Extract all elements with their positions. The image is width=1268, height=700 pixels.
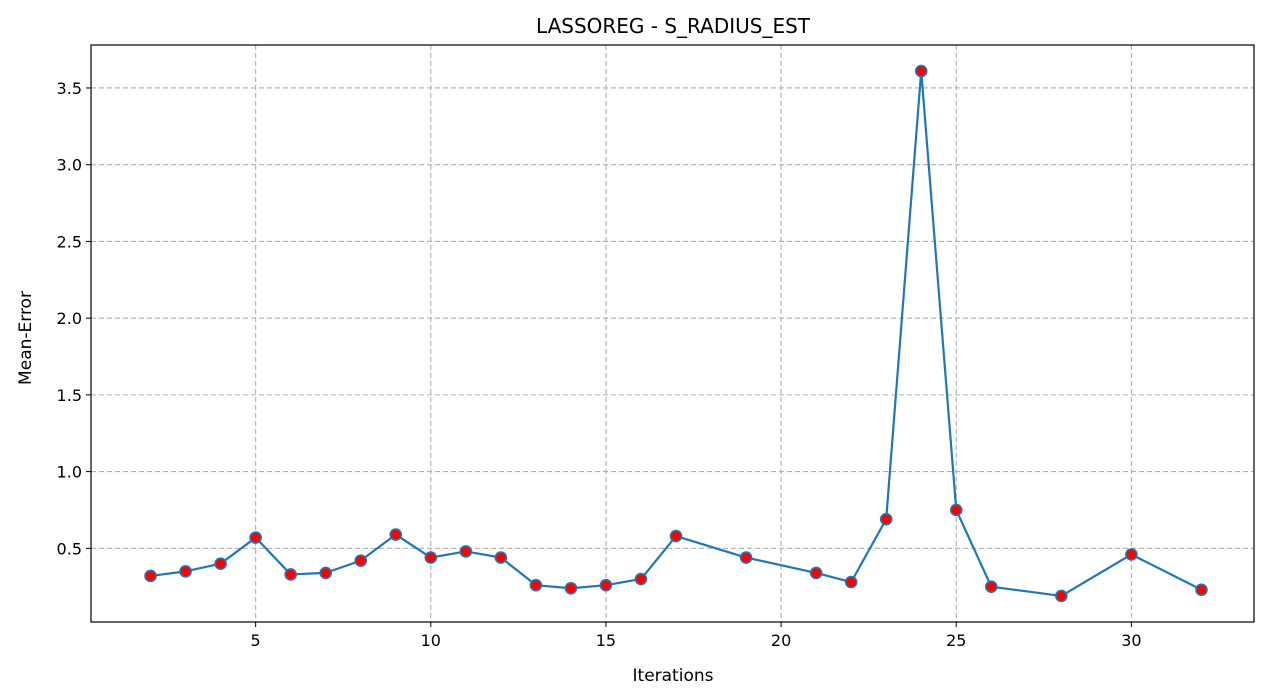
x-tick-label: 5 [251,631,261,650]
data-point [739,551,753,564]
data-point [494,551,508,564]
data-point [1195,583,1208,597]
y-tick-label: 3.0 [57,156,82,175]
data-point [249,531,262,544]
series-line-path [150,69,1202,598]
y-tick-label: 2.5 [57,232,82,251]
data-points [144,64,1208,603]
data-point [879,512,893,526]
data-point [599,578,613,592]
x-tick-label: 25 [946,631,966,650]
data-point [1125,548,1138,561]
data-point [914,64,928,78]
y-tick-label: 1.5 [57,386,82,405]
data-point [984,580,998,594]
data-point [214,557,227,570]
data-point [809,566,823,580]
data-point [564,581,578,595]
data-point [179,565,192,578]
data-point [284,568,297,581]
y-axis-ticks: 0.5 1.0 1.5 2.0 2.5 3.0 3.5 [57,79,91,558]
x-tick-label: 10 [421,631,441,650]
data-point [844,575,858,589]
data-point [459,545,473,558]
data-point [424,551,438,564]
y-tick-label: 3.5 [57,79,82,98]
x-axis-ticks: 5 10 15 20 25 30 [251,622,1142,650]
data-point [1055,589,1068,603]
y-tick-label: 2.0 [57,309,82,328]
x-axis-label: Iterations [633,666,714,686]
x-tick-label: 20 [771,631,791,650]
chart-title: LASSOREG - S_RADIUS_EST [536,14,811,38]
y-axis-label: Mean-Error [16,291,36,385]
y-tick-label: 1.0 [57,463,82,482]
y-tick-label: 0.5 [57,539,82,558]
data-point [529,578,543,592]
data-point [634,572,648,586]
data-point [354,554,368,567]
series-line [150,69,1202,598]
data-point [669,529,683,543]
data-point [389,528,403,541]
data-point [144,569,157,583]
plot-frame [90,44,1255,623]
x-tick-label: 15 [596,631,616,650]
grid [91,45,1254,622]
x-tick-label: 30 [1121,631,1141,650]
data-point [319,566,333,580]
data-point [949,503,963,517]
